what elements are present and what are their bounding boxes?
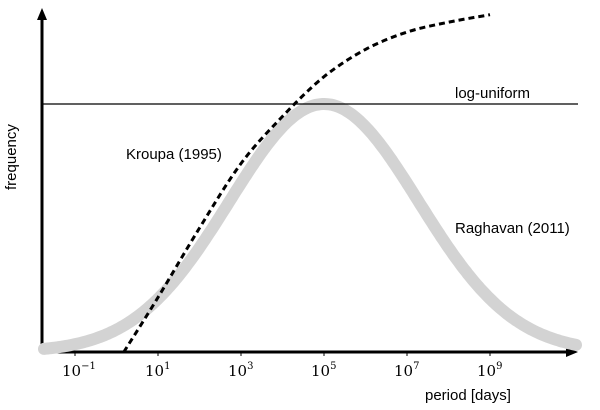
x-tick-label: 109 (477, 361, 502, 380)
y-axis-title: frequency (3, 124, 20, 190)
x-tick-exponent: 5 (330, 361, 336, 372)
x-tick-label: 10−1 (62, 361, 96, 380)
x-axis-title: period [days] (425, 387, 511, 404)
y-axis-arrow (37, 8, 47, 20)
x-tick-exponent: 7 (413, 361, 419, 372)
x-tick-label: 105 (311, 361, 336, 380)
series-raghavan-curve (38, 98, 582, 355)
x-tick-labels: 10−1 101 103 105 107 109 (62, 361, 502, 380)
series-kroupa-curve (122, 13, 491, 353)
x-axis-arrow (566, 347, 578, 357)
x-tick-base: 10 (145, 362, 164, 380)
x-tick-exponent: 9 (496, 361, 502, 372)
x-tick-base: 10 (62, 362, 81, 380)
series-layer (38, 13, 582, 355)
x-tick-base: 10 (228, 362, 247, 380)
series-label-raghavan: Raghavan (2011) (455, 220, 570, 237)
x-tick-label: 101 (145, 361, 170, 380)
x-tick-exponent: 3 (247, 361, 253, 372)
x-tick-exponent: −1 (81, 361, 96, 372)
x-tick-exponent: 1 (164, 361, 170, 372)
x-tick-label: 103 (228, 361, 253, 380)
x-tick-base: 10 (311, 362, 330, 380)
x-tick-base: 10 (394, 362, 413, 380)
series-label-log-uniform: log-uniform (455, 85, 530, 102)
x-tick-base: 10 (477, 362, 496, 380)
series-label-kroupa: Kroupa (1995) (126, 146, 222, 163)
x-tick-label: 107 (394, 361, 419, 380)
axes (37, 8, 578, 357)
